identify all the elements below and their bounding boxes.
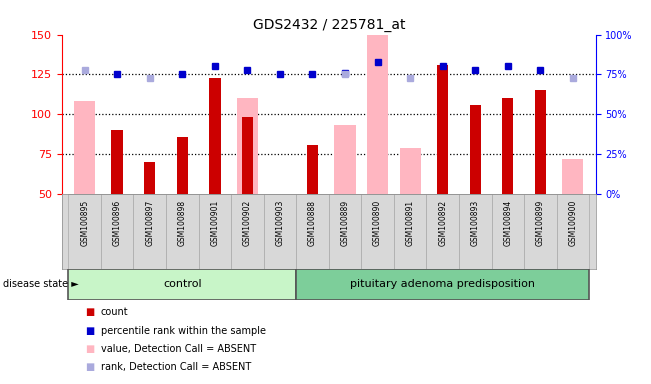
Bar (469, 105, 481, 194)
Bar (199, 194, 231, 269)
Bar (367, 35, 388, 194)
Text: GSM100895: GSM100895 (80, 200, 89, 246)
Bar (400, 148, 421, 194)
Bar (101, 194, 133, 269)
Bar (459, 194, 492, 269)
Bar (394, 194, 426, 269)
Text: GSM100900: GSM100900 (568, 200, 577, 246)
Text: GSM100893: GSM100893 (471, 200, 480, 246)
Text: GSM100898: GSM100898 (178, 200, 187, 246)
Bar (209, 78, 221, 194)
Bar (557, 194, 589, 269)
Text: ■: ■ (85, 307, 94, 317)
Bar (111, 130, 123, 194)
Bar (176, 137, 188, 194)
Text: ■: ■ (85, 326, 94, 336)
Text: GSM100888: GSM100888 (308, 200, 317, 246)
Text: GSM100890: GSM100890 (373, 200, 382, 246)
Bar (133, 194, 166, 269)
Text: control: control (163, 279, 202, 289)
Text: pituitary adenoma predisposition: pituitary adenoma predisposition (350, 279, 535, 289)
Text: ■: ■ (85, 362, 94, 372)
Text: GSM100897: GSM100897 (145, 200, 154, 246)
Bar (296, 269, 589, 300)
Bar (231, 194, 264, 269)
Text: GSM100903: GSM100903 (275, 200, 284, 246)
Text: disease state ►: disease state ► (3, 279, 79, 289)
Bar (361, 194, 394, 269)
Text: percentile rank within the sample: percentile rank within the sample (101, 326, 266, 336)
Bar (524, 194, 557, 269)
Bar (68, 194, 101, 269)
Text: GSM100896: GSM100896 (113, 200, 122, 246)
Text: value, Detection Call = ABSENT: value, Detection Call = ABSENT (101, 344, 256, 354)
Bar (144, 162, 156, 194)
Text: GSM100892: GSM100892 (438, 200, 447, 246)
Bar (68, 269, 296, 300)
Bar (329, 194, 361, 269)
Text: ■: ■ (85, 344, 94, 354)
Bar (166, 194, 199, 269)
Text: GSM100894: GSM100894 (503, 200, 512, 246)
Text: GSM100889: GSM100889 (340, 200, 350, 246)
Text: rank, Detection Call = ABSENT: rank, Detection Call = ABSENT (101, 362, 251, 372)
Text: GSM100902: GSM100902 (243, 200, 252, 246)
Bar (296, 194, 329, 269)
Text: GSM100891: GSM100891 (406, 200, 415, 246)
Bar (307, 144, 318, 194)
Text: GSM100901: GSM100901 (210, 200, 219, 246)
Text: count: count (101, 307, 128, 317)
Text: GSM100899: GSM100899 (536, 200, 545, 246)
Bar (237, 98, 258, 194)
Bar (74, 101, 95, 194)
Bar (562, 159, 583, 194)
Bar (534, 90, 546, 194)
Bar (426, 194, 459, 269)
Bar (335, 126, 355, 194)
Title: GDS2432 / 225781_at: GDS2432 / 225781_at (253, 18, 405, 32)
Bar (502, 98, 514, 194)
Bar (437, 65, 449, 194)
Bar (492, 194, 524, 269)
Bar (264, 194, 296, 269)
Bar (242, 118, 253, 194)
